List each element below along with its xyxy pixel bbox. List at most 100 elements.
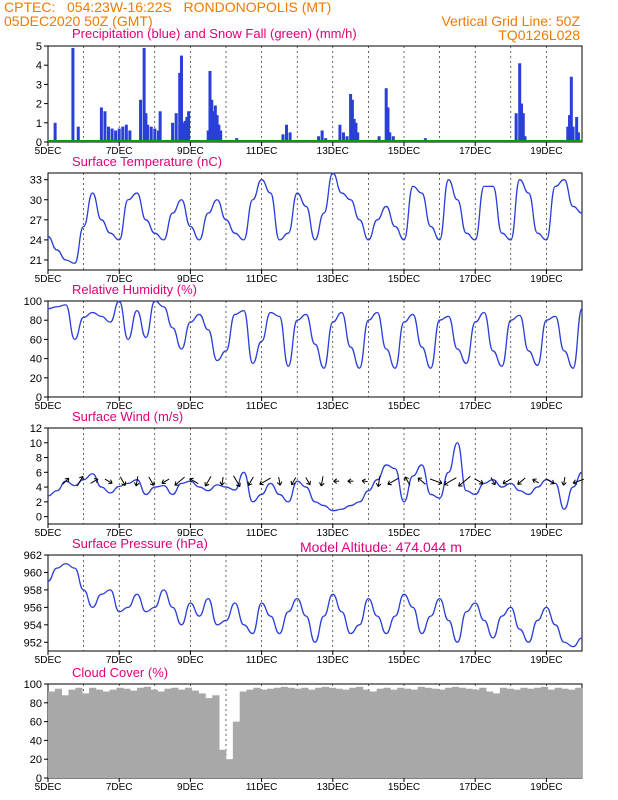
cloud-bar [308, 689, 316, 778]
precip-bar [144, 113, 148, 142]
precip-bar [158, 111, 162, 142]
precip-bar [153, 128, 157, 142]
wind-arrow-head [259, 480, 262, 485]
cloud-bar [116, 687, 124, 778]
wind-arrow-head [235, 484, 241, 488]
y-tick-label: 100 [24, 296, 42, 308]
cloud-bar [287, 687, 295, 778]
y-tick-label: 60 [30, 717, 42, 729]
cloud-bar [178, 689, 186, 778]
panel-frame [47, 45, 583, 143]
x-tick-label: 19DEC [530, 782, 562, 793]
cloud-bar [143, 686, 151, 778]
cloud-bar [75, 687, 83, 778]
precip-bar [575, 117, 579, 142]
precip-bar [183, 120, 187, 142]
x-tick-label: 5DEC [35, 401, 62, 412]
y-tick-label: 956 [24, 602, 42, 614]
precip-bar [391, 136, 395, 142]
y-tick-label: 8 [36, 453, 42, 465]
precip-bar [178, 72, 182, 142]
x-tick-label: 9DEC [177, 655, 204, 666]
wind-arrow [148, 476, 155, 486]
cloud-bar [383, 687, 391, 778]
x-tick-label: 5DEC [35, 146, 62, 157]
wind-arrow-head [439, 479, 443, 484]
wind-arrow-head [205, 483, 210, 487]
cloud-bar [513, 689, 521, 778]
cloud-bar [472, 689, 480, 778]
x-tick-label: 15DEC [388, 528, 420, 539]
wind-arrow-head [276, 482, 281, 486]
wind-arrow [532, 478, 540, 484]
cloud-bar [342, 689, 350, 778]
series-line [47, 563, 583, 648]
cloud-bar [246, 689, 254, 778]
wind-arrow [305, 477, 311, 486]
panel-frame [47, 427, 583, 525]
wind-arrow-head [333, 480, 338, 484]
cloud-bar [273, 687, 282, 778]
x-tick-label: 19DEC [530, 274, 562, 285]
y-tick-label: 4 [36, 482, 42, 494]
wind-arrow-head [279, 481, 283, 486]
wind-arrow [320, 476, 324, 487]
wind-arrow-head [377, 483, 382, 488]
x-tick-label: 19DEC [530, 528, 562, 539]
x-tick-label: 17DEC [459, 401, 491, 412]
panel-frame [47, 554, 583, 652]
wind-arrow-head [404, 476, 409, 480]
wind-arrow [278, 476, 281, 486]
cloud-bar [527, 688, 535, 778]
wind-arrow-head [189, 478, 192, 483]
panel-frame [47, 300, 583, 398]
wind-arrow-head [219, 481, 223, 486]
y-tick-label: 960 [24, 567, 42, 579]
y-tick-label: 1 [36, 118, 42, 130]
model-altitude: Model Altitude: 474.044 m [300, 539, 462, 555]
wind-arrow [517, 477, 526, 485]
precip-bar [345, 136, 349, 142]
wind-arrow [248, 476, 254, 486]
wind-arrow-head [64, 477, 69, 480]
y-tick-label: 24 [30, 235, 42, 247]
precip-bar [217, 124, 221, 142]
precip-bar [521, 113, 525, 142]
wind-arrow-head [347, 480, 352, 484]
wind-arrow [562, 476, 566, 486]
precip-bar [121, 126, 125, 142]
panel-title: Surface Temperature (nC) [72, 154, 222, 169]
series-line [47, 172, 583, 264]
panel-title: Surface Wind (m/s) [72, 409, 183, 424]
cloud-bar [554, 687, 562, 778]
wind-arrow [573, 478, 584, 484]
cloud-bar [48, 691, 56, 778]
precip-bar [117, 128, 121, 142]
precip-bar [354, 122, 358, 142]
x-tick-label: 15DEC [388, 401, 420, 412]
wind-arrow-head [174, 481, 177, 486]
wind-arrow-head [67, 478, 70, 483]
x-tick-label: 11DEC [246, 146, 278, 157]
wind-arrow-head [491, 482, 496, 486]
cloud-bar [198, 693, 206, 778]
wind-arrow [417, 477, 426, 485]
x-tick-label: 9DEC [177, 146, 204, 157]
precip-bar [285, 124, 289, 142]
x-tick-label: 5DEC [35, 274, 62, 285]
cloud-bar [362, 689, 371, 778]
x-tick-label: 15DEC [388, 146, 420, 157]
x-tick-label: 15DEC [388, 655, 420, 666]
x-tick-label: 17DEC [459, 528, 491, 539]
x-tick-label: 5DEC [35, 655, 62, 666]
wind-arrow-head [320, 482, 325, 487]
cloud-bar [404, 688, 412, 778]
x-tick-label: 13DEC [317, 401, 349, 412]
wind-arrow-head [480, 479, 484, 484]
x-tick-label: 13DEC [317, 655, 349, 666]
precip-bar [317, 136, 321, 142]
x-tick-label: 11DEC [246, 528, 278, 539]
x-tick-label: 17DEC [459, 782, 491, 793]
y-tick-label: 0 [36, 392, 42, 404]
y-tick-label: 958 [24, 585, 42, 597]
